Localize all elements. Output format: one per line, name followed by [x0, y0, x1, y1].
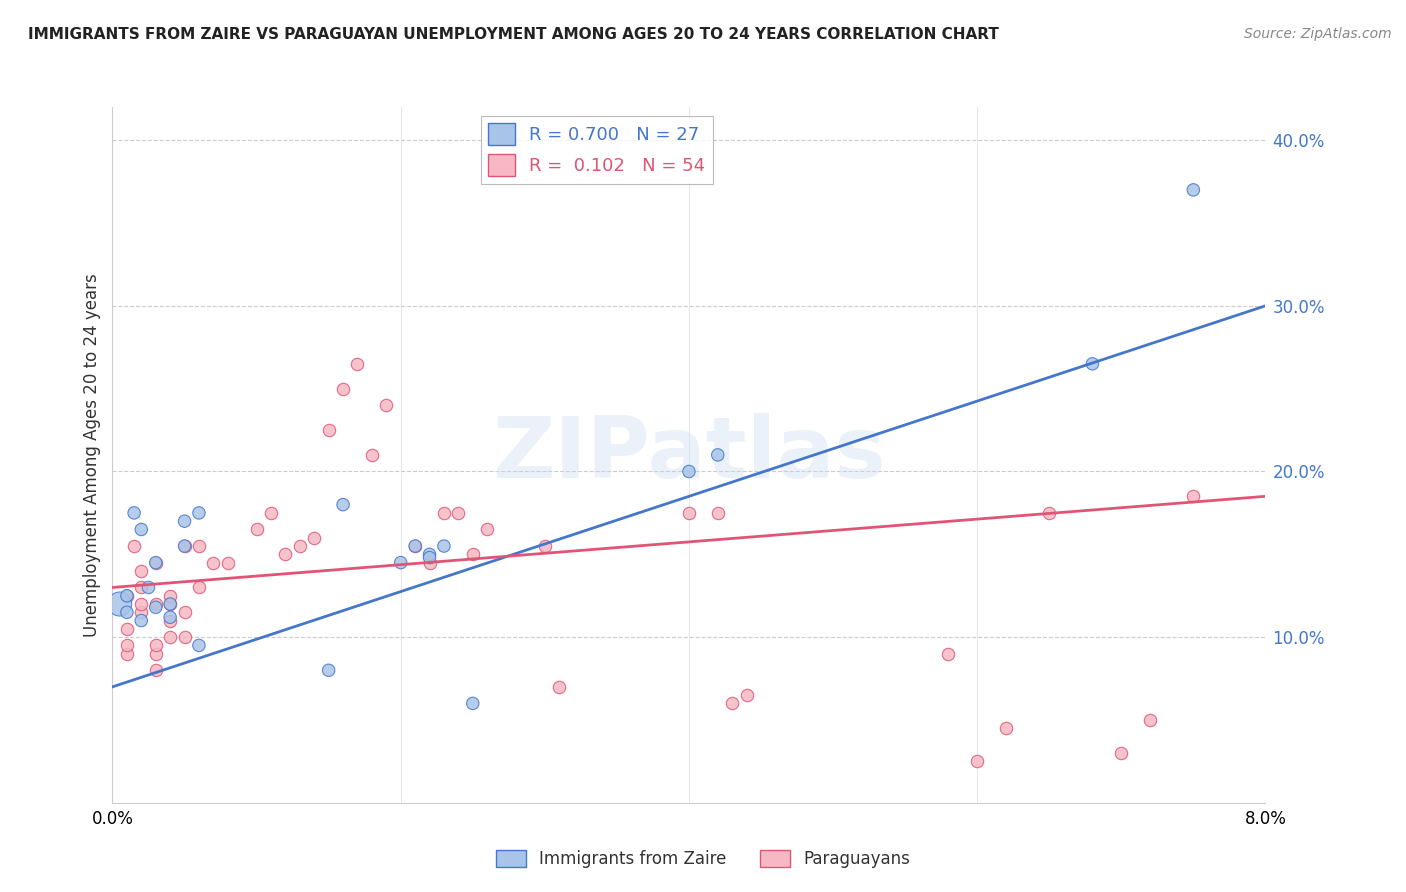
- Point: [115, 589, 138, 603]
- Point: [159, 614, 181, 628]
- Point: [1111, 746, 1133, 760]
- Point: [129, 581, 153, 595]
- Point: [288, 539, 311, 553]
- Point: [346, 357, 368, 371]
- Legend: Immigrants from Zaire, Paraguayans: Immigrants from Zaire, Paraguayans: [489, 843, 917, 875]
- Point: [1038, 506, 1060, 520]
- Point: [159, 597, 181, 611]
- Point: [375, 398, 398, 412]
- Point: [404, 539, 426, 553]
- Point: [122, 539, 145, 553]
- Point: [447, 506, 470, 520]
- Point: [245, 523, 267, 537]
- Point: [129, 564, 153, 578]
- Point: [966, 755, 988, 769]
- Point: [129, 523, 153, 537]
- Point: [404, 539, 426, 553]
- Point: [138, 581, 160, 595]
- Point: [145, 647, 167, 661]
- Point: [188, 639, 211, 653]
- Point: [173, 539, 195, 553]
- Point: [159, 597, 181, 611]
- Point: [159, 630, 181, 644]
- Point: [188, 581, 211, 595]
- Point: [721, 697, 744, 711]
- Point: [461, 697, 484, 711]
- Point: [318, 423, 340, 437]
- Point: [145, 556, 167, 570]
- Point: [332, 498, 354, 512]
- Point: [115, 647, 138, 661]
- Point: [707, 448, 730, 462]
- Point: [217, 556, 239, 570]
- Legend: R = 0.700   N = 27, R =  0.102   N = 54: R = 0.700 N = 27, R = 0.102 N = 54: [481, 116, 713, 184]
- Point: [129, 614, 153, 628]
- Point: [389, 556, 412, 570]
- Point: [145, 597, 167, 611]
- Point: [419, 556, 441, 570]
- Point: [188, 506, 211, 520]
- Point: [1182, 183, 1205, 197]
- Point: [122, 506, 145, 520]
- Point: [433, 506, 456, 520]
- Point: [707, 506, 730, 520]
- Point: [318, 663, 340, 677]
- Point: [1081, 357, 1104, 371]
- Point: [304, 531, 326, 545]
- Point: [678, 506, 700, 520]
- Point: [475, 523, 498, 537]
- Text: ZIPatlas: ZIPatlas: [492, 413, 886, 497]
- Point: [145, 556, 167, 570]
- Point: [173, 630, 195, 644]
- Point: [260, 506, 283, 520]
- Point: [1139, 713, 1161, 727]
- Point: [145, 639, 167, 653]
- Point: [173, 539, 195, 553]
- Text: Source: ZipAtlas.com: Source: ZipAtlas.com: [1244, 27, 1392, 41]
- Point: [145, 663, 167, 677]
- Point: [115, 639, 138, 653]
- Point: [188, 539, 211, 553]
- Point: [419, 550, 441, 565]
- Point: [332, 382, 354, 396]
- Point: [1182, 489, 1205, 503]
- Point: [360, 448, 382, 462]
- Point: [936, 647, 959, 661]
- Point: [115, 622, 138, 636]
- Point: [433, 539, 456, 553]
- Point: [129, 605, 153, 619]
- Point: [159, 589, 181, 603]
- Point: [533, 539, 555, 553]
- Text: IMMIGRANTS FROM ZAIRE VS PARAGUAYAN UNEMPLOYMENT AMONG AGES 20 TO 24 YEARS CORRE: IMMIGRANTS FROM ZAIRE VS PARAGUAYAN UNEM…: [28, 27, 1000, 42]
- Point: [159, 610, 181, 624]
- Point: [202, 556, 225, 570]
- Point: [461, 547, 484, 561]
- Point: [995, 721, 1018, 735]
- Point: [115, 605, 138, 619]
- Point: [108, 597, 131, 611]
- Point: [735, 688, 758, 702]
- Point: [548, 680, 571, 694]
- Point: [145, 600, 167, 615]
- Point: [173, 514, 195, 528]
- Point: [115, 589, 138, 603]
- Y-axis label: Unemployment Among Ages 20 to 24 years: Unemployment Among Ages 20 to 24 years: [83, 273, 101, 637]
- Point: [274, 547, 297, 561]
- Point: [173, 605, 195, 619]
- Point: [419, 547, 441, 561]
- Point: [129, 597, 153, 611]
- Point: [678, 465, 700, 479]
